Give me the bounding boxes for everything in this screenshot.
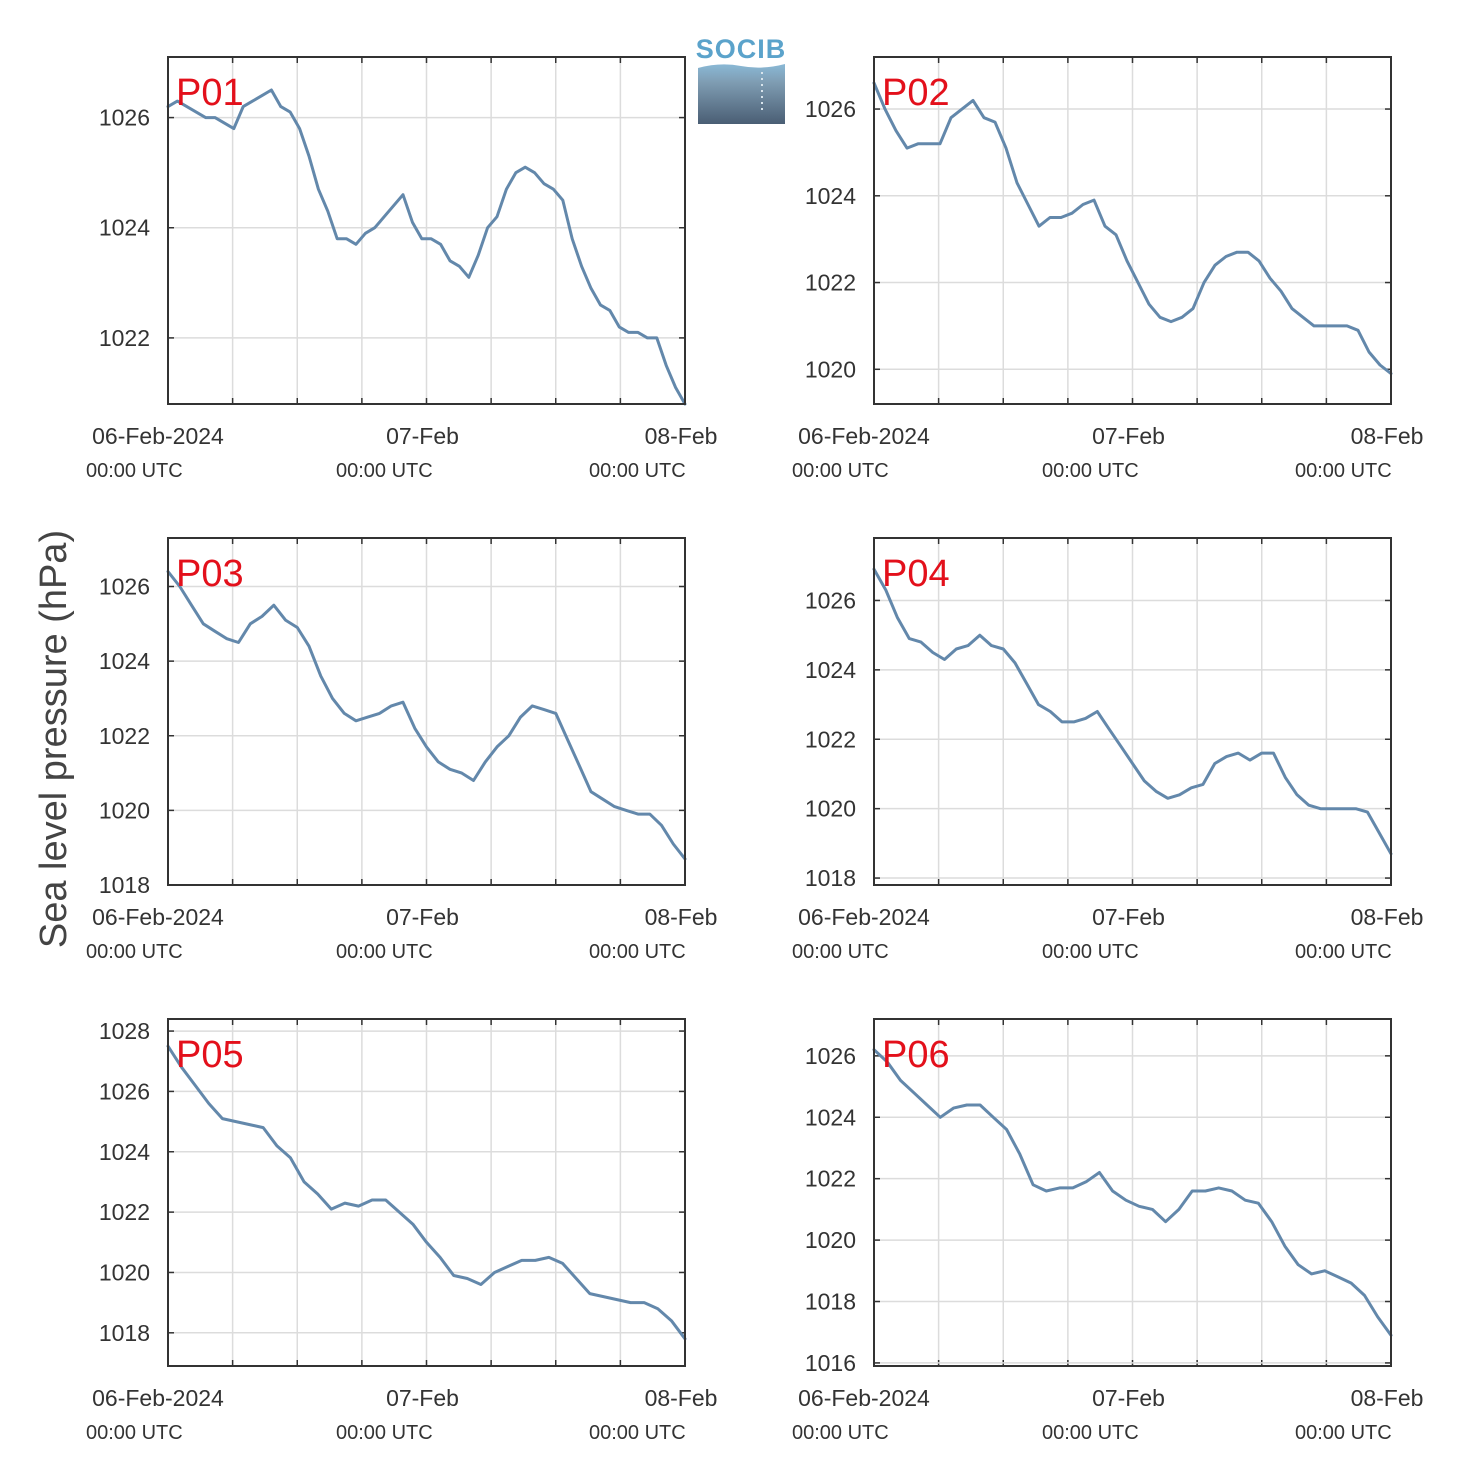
x-tick-sublabel: 00:00 UTC bbox=[86, 460, 183, 482]
y-tick-label: 1022 bbox=[805, 270, 856, 296]
chart-panel-p01: 1022 1024 1026 P01 06-Feb-2024 00:00 UTC 07-Fe… bbox=[86, 56, 718, 482]
y-tick-label: 1018 bbox=[805, 1289, 856, 1315]
x-tick-label: 07-Feb bbox=[1092, 904, 1165, 930]
y-axis-label: Sea level pressure (hPa) bbox=[33, 530, 75, 948]
x-tick-sublabel: 00:00 UTC bbox=[336, 1422, 433, 1444]
axes-frame bbox=[167, 1018, 686, 1367]
y-tick-label: 1018 bbox=[99, 1320, 150, 1346]
station-label: P05 bbox=[176, 1034, 244, 1076]
y-tick-label: 1026 bbox=[99, 1078, 150, 1104]
station-label: P01 bbox=[176, 72, 244, 114]
x-tick-label: 07-Feb bbox=[386, 904, 459, 930]
x-tick-label: 06-Feb-2024 bbox=[92, 423, 224, 449]
chart-panel-p02: 1020 1022 1024 1026 P02 06-Feb-2024 00:00 UTC 0… bbox=[792, 56, 1424, 482]
x-tick-sublabel: 00:00 UTC bbox=[589, 1422, 686, 1444]
x-tick-label: 07-Feb bbox=[386, 423, 459, 449]
pressure-series-line bbox=[872, 1048, 1393, 1337]
x-tick-label: 06-Feb-2024 bbox=[92, 1385, 224, 1411]
x-tick-sublabel: 00:00 UTC bbox=[336, 941, 433, 963]
x-tick-sublabel: 00:00 UTC bbox=[589, 941, 686, 963]
y-tick-label: 1022 bbox=[805, 1166, 856, 1192]
x-tick-label: 06-Feb-2024 bbox=[92, 904, 224, 930]
x-tick-sublabel: 00:00 UTC bbox=[336, 460, 433, 482]
axes-frame bbox=[873, 1018, 1392, 1367]
x-tick-sublabel: 00:00 UTC bbox=[792, 1422, 889, 1444]
station-label: P02 bbox=[882, 72, 950, 114]
y-tick-label: 1024 bbox=[99, 648, 150, 674]
x-tick-label: 08-Feb bbox=[645, 423, 718, 449]
x-tick-label: 07-Feb bbox=[1092, 1385, 1165, 1411]
y-tick-label: 1020 bbox=[99, 1259, 150, 1285]
socib-logo: SOCIB bbox=[696, 34, 787, 124]
x-tick-label: 08-Feb bbox=[1351, 904, 1424, 930]
x-tick-label: 06-Feb-2024 bbox=[798, 423, 930, 449]
x-tick-label: 07-Feb bbox=[386, 1385, 459, 1411]
x-tick-sublabel: 00:00 UTC bbox=[792, 460, 889, 482]
y-tick-label: 1022 bbox=[99, 325, 150, 351]
x-tick-label: 08-Feb bbox=[645, 904, 718, 930]
y-tick-label: 1024 bbox=[99, 215, 150, 241]
x-tick-label: 06-Feb-2024 bbox=[798, 904, 930, 930]
x-tick-label: 08-Feb bbox=[1351, 1385, 1424, 1411]
y-tick-label: 1018 bbox=[805, 865, 856, 891]
logo-text: SOCIB bbox=[696, 34, 787, 64]
x-tick-label: 08-Feb bbox=[645, 1385, 718, 1411]
axes-frame bbox=[167, 56, 686, 405]
y-tick-label: 1020 bbox=[805, 796, 856, 822]
y-tick-label: 1026 bbox=[805, 96, 856, 122]
x-tick-sublabel: 00:00 UTC bbox=[1042, 941, 1139, 963]
axes-frame bbox=[873, 56, 1392, 405]
y-tick-label: 1024 bbox=[805, 1104, 856, 1130]
y-tick-label: 1022 bbox=[99, 723, 150, 749]
y-tick-label: 1020 bbox=[99, 797, 150, 823]
y-tick-label: 1018 bbox=[99, 872, 150, 898]
chart-panel-p06: 1016 1018 1020 1022 1024 1026 P06 06-Feb-2024 00… bbox=[792, 1018, 1424, 1444]
y-tick-label: 1026 bbox=[99, 574, 150, 600]
x-tick-sublabel: 00:00 UTC bbox=[86, 941, 183, 963]
y-tick-label: 1028 bbox=[99, 1018, 150, 1044]
station-label: P06 bbox=[882, 1034, 950, 1076]
x-tick-sublabel: 00:00 UTC bbox=[1295, 1422, 1392, 1444]
axes-frame bbox=[873, 537, 1392, 886]
y-tick-label: 1020 bbox=[805, 1227, 856, 1253]
y-tick-label: 1024 bbox=[99, 1139, 150, 1165]
axes-frame bbox=[167, 537, 686, 886]
x-tick-sublabel: 00:00 UTC bbox=[1295, 460, 1392, 482]
x-tick-sublabel: 00:00 UTC bbox=[1295, 941, 1392, 963]
y-tick-label: 1024 bbox=[805, 183, 856, 209]
x-tick-sublabel: 00:00 UTC bbox=[589, 460, 686, 482]
y-tick-label: 1016 bbox=[805, 1350, 856, 1376]
pressure-series-line bbox=[166, 1044, 687, 1341]
y-tick-label: 1022 bbox=[805, 726, 856, 752]
station-label: P03 bbox=[176, 553, 244, 595]
y-tick-label: 1024 bbox=[805, 657, 856, 683]
x-tick-label: 06-Feb-2024 bbox=[798, 1385, 930, 1411]
y-tick-label: 1022 bbox=[99, 1199, 150, 1225]
x-tick-label: 08-Feb bbox=[1351, 423, 1424, 449]
logo-wave-shape bbox=[698, 64, 785, 124]
x-tick-sublabel: 00:00 UTC bbox=[1042, 1422, 1139, 1444]
x-tick-label: 07-Feb bbox=[1092, 423, 1165, 449]
y-tick-label: 1026 bbox=[805, 1043, 856, 1069]
pressure-series-line bbox=[872, 81, 1393, 376]
x-tick-sublabel: 00:00 UTC bbox=[1042, 460, 1139, 482]
chart-panel-p03: 1018 1020 1022 1024 1026 P03 06-Feb-2024 00:00 … bbox=[86, 537, 718, 963]
chart-panel-p04: 1018 1020 1022 1024 1026 P04 06-Feb-2024 00:00 … bbox=[792, 537, 1424, 963]
station-label: P04 bbox=[882, 553, 950, 595]
pressure-series-line bbox=[872, 567, 1393, 856]
pressure-series-line bbox=[166, 88, 687, 406]
chart-panel-p05: 1018 1020 1022 1024 1026 1028 P05 06-Feb-2024 00… bbox=[86, 1018, 717, 1444]
x-tick-sublabel: 00:00 UTC bbox=[792, 941, 889, 963]
x-tick-sublabel: 00:00 UTC bbox=[86, 1422, 183, 1444]
panels: 1022 1024 1026 P01 06-Feb-2024 00:00 UTC 07-Fe… bbox=[86, 56, 1424, 1444]
pressure-series-line bbox=[166, 570, 687, 861]
y-tick-label: 1026 bbox=[805, 587, 856, 613]
y-tick-label: 1026 bbox=[99, 105, 150, 131]
y-tick-label: 1020 bbox=[805, 356, 856, 382]
